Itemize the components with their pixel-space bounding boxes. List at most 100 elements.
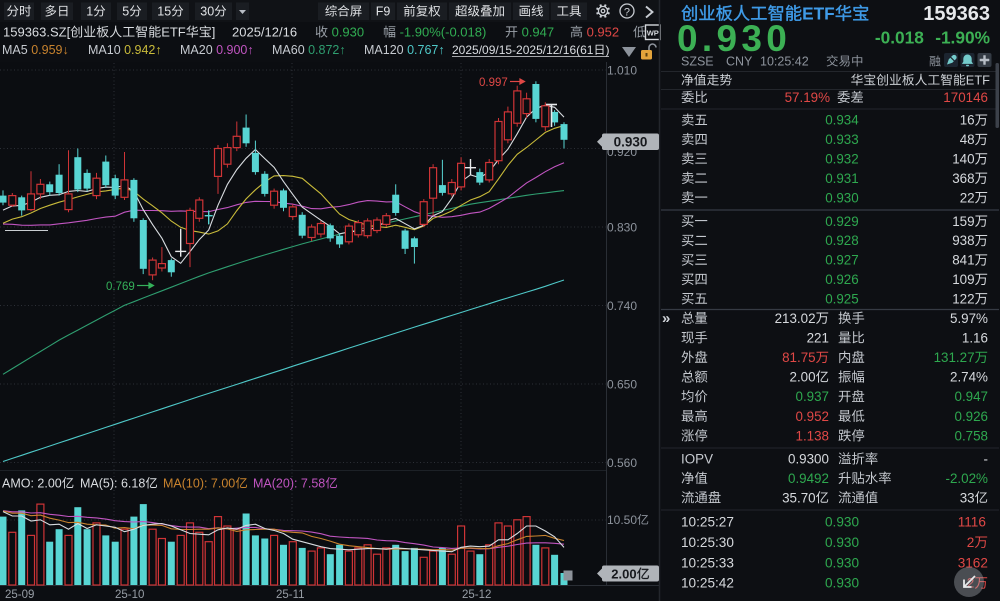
svg-text:2: 2 — [967, 576, 975, 591]
svg-text:938: 938 — [952, 233, 974, 248]
svg-text:0.930: 0.930 — [677, 18, 791, 59]
svg-text:0.932: 0.932 — [825, 152, 859, 167]
svg-text:25-12: 25-12 — [462, 589, 491, 601]
svg-text:-2.02%: -2.02% — [946, 471, 989, 486]
svg-text:0.830: 0.830 — [607, 221, 637, 235]
svg-text:WP: WP — [647, 29, 659, 38]
svg-text:0.740: 0.740 — [607, 299, 637, 313]
svg-text:?: ? — [624, 7, 630, 19]
svg-text:0.758: 0.758 — [955, 428, 989, 443]
svg-text:221: 221 — [807, 330, 829, 345]
svg-text:0.927: 0.927 — [825, 253, 859, 268]
svg-text:0.930: 0.930 — [825, 555, 859, 570]
svg-text:2025/12/16: 2025/12/16 — [232, 25, 297, 40]
svg-text:F9: F9 — [376, 5, 391, 19]
svg-text:MA120: MA120 — [364, 43, 404, 57]
svg-text:0.947: 0.947 — [522, 25, 555, 40]
svg-text:AMO: 2.00: AMO: 2.00 — [2, 477, 62, 491]
svg-text:1.138: 1.138 — [796, 428, 830, 443]
svg-text:-: - — [984, 452, 988, 467]
svg-text:140: 140 — [952, 152, 974, 167]
svg-text:0.767↑: 0.767↑ — [407, 43, 445, 57]
svg-text:MA20: MA20 — [180, 43, 213, 57]
svg-text:30: 30 — [200, 5, 214, 19]
svg-text:1116: 1116 — [958, 515, 986, 530]
svg-text:33: 33 — [960, 490, 975, 505]
svg-text:25-11: 25-11 — [276, 589, 305, 601]
svg-text:159363.SZ[: 159363.SZ[ — [3, 25, 71, 40]
svg-text:0.769: 0.769 — [106, 281, 135, 293]
svg-text:0.930: 0.930 — [825, 190, 859, 205]
svg-text:MA5: MA5 — [2, 43, 28, 57]
svg-text:0.926: 0.926 — [825, 272, 859, 287]
svg-text:0.650: 0.650 — [607, 378, 637, 392]
svg-text:0.952: 0.952 — [796, 409, 830, 424]
svg-text:170146: 170146 — [943, 90, 988, 105]
svg-text:1.16: 1.16 — [962, 330, 988, 345]
svg-text:0.930: 0.930 — [825, 535, 859, 550]
svg-text:0.928: 0.928 — [825, 233, 859, 248]
svg-text:10:25:42: 10:25:42 — [760, 55, 809, 69]
svg-text:0.930: 0.930 — [614, 135, 648, 150]
svg-text:5: 5 — [122, 5, 129, 19]
svg-text:0.947: 0.947 — [955, 389, 989, 404]
svg-text:0.9492: 0.9492 — [788, 471, 829, 486]
svg-text:0.930: 0.930 — [825, 576, 859, 591]
svg-text:0.872↑: 0.872↑ — [308, 43, 346, 57]
svg-text:10.50: 10.50 — [607, 513, 637, 527]
svg-text:81.75: 81.75 — [782, 350, 816, 365]
svg-text:57.19%: 57.19% — [785, 90, 831, 105]
svg-text:): ) — [606, 43, 610, 57]
svg-text:0.929: 0.929 — [825, 214, 859, 229]
svg-text:16: 16 — [960, 113, 975, 128]
svg-text:CNY: CNY — [726, 55, 753, 69]
svg-text:]: ] — [212, 25, 216, 40]
svg-text:159363: 159363 — [923, 3, 990, 25]
svg-text:0.900↑: 0.900↑ — [216, 43, 254, 57]
svg-text:10:25:42: 10:25:42 — [681, 576, 734, 591]
svg-text:0.930: 0.930 — [332, 25, 365, 40]
svg-text:1.010: 1.010 — [607, 64, 637, 78]
svg-text:0.933: 0.933 — [825, 132, 859, 147]
svg-text:368: 368 — [952, 171, 974, 186]
svg-text:2: 2 — [967, 535, 975, 550]
svg-text:10:25:27: 10:25:27 — [681, 515, 734, 530]
svg-text:35.70: 35.70 — [782, 490, 816, 505]
svg-text:5.97%: 5.97% — [950, 311, 988, 326]
svg-text:10:25:33: 10:25:33 — [681, 555, 734, 570]
svg-text:MA(10): 7.00: MA(10): 7.00 — [163, 477, 235, 491]
svg-text:2025/09/15-2025/12/16(61: 2025/09/15-2025/12/16(61 — [452, 43, 594, 57]
svg-text:25-10: 25-10 — [115, 589, 144, 601]
svg-text:0.934: 0.934 — [825, 113, 859, 128]
svg-text:10:25:30: 10:25:30 — [681, 535, 734, 550]
svg-text:0.959↓: 0.959↓ — [31, 43, 69, 57]
svg-text:-0.018: -0.018 — [875, 28, 924, 48]
svg-text:131.27: 131.27 — [934, 350, 975, 365]
svg-text:3162: 3162 — [958, 555, 988, 570]
svg-text:0.926: 0.926 — [955, 409, 989, 424]
svg-text:841: 841 — [952, 253, 974, 268]
svg-text:109: 109 — [952, 272, 974, 287]
svg-text:0.937: 0.937 — [796, 389, 830, 404]
svg-text:0.560: 0.560 — [607, 456, 637, 470]
svg-text:2.00: 2.00 — [790, 370, 816, 385]
svg-text:0.952: 0.952 — [587, 25, 620, 40]
svg-text:MA60: MA60 — [272, 43, 305, 57]
svg-text:0.930: 0.930 — [825, 515, 859, 530]
svg-text:1: 1 — [86, 5, 93, 19]
svg-text:MA10: MA10 — [88, 43, 121, 57]
svg-text:0.925: 0.925 — [825, 291, 859, 306]
svg-text:0.997: 0.997 — [479, 77, 508, 89]
svg-text:-1.90%(-0.018): -1.90%(-0.018) — [400, 25, 487, 40]
svg-text:MA(5): 6.18: MA(5): 6.18 — [80, 477, 145, 491]
svg-text:22: 22 — [960, 190, 975, 205]
svg-text:2.00: 2.00 — [611, 567, 636, 582]
svg-text:2.74%: 2.74% — [950, 370, 988, 385]
svg-text:ETF: ETF — [966, 73, 990, 88]
svg-text:»: » — [662, 310, 670, 327]
svg-text:48: 48 — [960, 132, 975, 147]
svg-text:-1.90%: -1.90% — [935, 28, 990, 48]
svg-text:0.9300: 0.9300 — [788, 452, 829, 467]
svg-text:ETF: ETF — [802, 4, 835, 24]
svg-text:ETF: ETF — [161, 25, 186, 40]
